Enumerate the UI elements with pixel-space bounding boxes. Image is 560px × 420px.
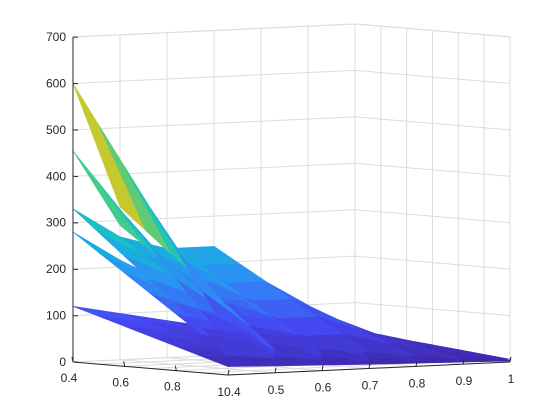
x-tick-label: 0.4 (61, 371, 78, 385)
z-tick-label: 300 (46, 216, 66, 230)
z-tick-label: 400 (46, 169, 66, 183)
z-gridline (72, 116, 511, 131)
z-tick-label: 200 (46, 262, 66, 276)
y-tick-mark (274, 367, 277, 373)
y-gridline-floor (119, 359, 276, 374)
z-tick-label: 500 (46, 123, 66, 137)
x-tick-label: 0.8 (164, 380, 181, 394)
y-tick-label: 0.9 (456, 374, 473, 388)
box-top-edge (354, 23, 511, 38)
z-tick-label: 100 (46, 309, 66, 323)
z-gridline (72, 23, 511, 38)
x-tick-mark (123, 361, 126, 367)
z-tick-label: 0 (59, 355, 66, 369)
z-tick-label: 700 (46, 30, 66, 44)
box-top-edge (72, 23, 356, 38)
z-gridline (72, 162, 511, 177)
y-tick-mark (415, 361, 418, 367)
y-tick-mark (462, 359, 465, 365)
y-tick-label: 0.7 (362, 379, 379, 393)
x-tick-mark (174, 365, 177, 371)
z-gridline (72, 69, 511, 84)
x-tick-label: 0.6 (112, 375, 129, 389)
y-tick-mark (509, 356, 512, 363)
z-tick-label: 600 (46, 76, 66, 90)
tick-labels-layer: 0 100 200 300 400 500 600 700 0.4 0.6 0.8 10.4 0.5 0.… (46, 30, 515, 399)
surfaces-layer (72, 83, 511, 367)
y-tick-label: 0.8 (409, 376, 426, 390)
x-tick-mark (71, 356, 74, 363)
y-tick-label: 0.5 (268, 383, 285, 397)
surface-patch (201, 356, 276, 367)
y-tick-mark (227, 369, 230, 376)
y-tick-label: 10.4 (217, 385, 241, 399)
y-tick-mark (321, 365, 324, 371)
axes-layer (71, 36, 512, 376)
y-tick-label: 0.6 (315, 381, 332, 395)
y-tick-label: 1 (508, 372, 515, 386)
x-axis-line (72, 361, 229, 376)
y-tick-mark (368, 363, 371, 369)
surface-patch (201, 334, 276, 359)
